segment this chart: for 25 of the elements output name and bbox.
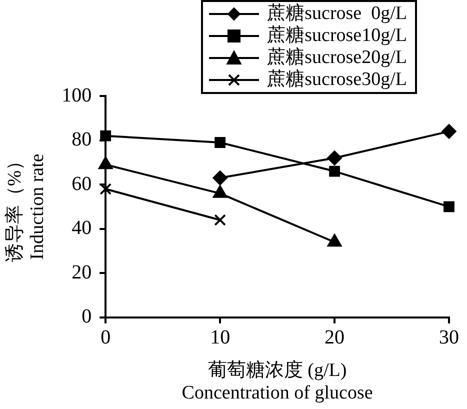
legend-label: 蔗糖sucrose10g/L: [266, 25, 407, 47]
y-tick-label: 100: [62, 84, 92, 106]
legend-label: 蔗糖sucrose30g/L: [266, 69, 407, 91]
legend-label: 蔗糖sucrose20g/L: [266, 47, 407, 69]
y-tick-label: 40: [72, 217, 92, 240]
point: [212, 170, 228, 186]
point: [444, 201, 454, 212]
x-tick-label: 20: [324, 326, 345, 349]
y-tick-label: 60: [72, 172, 92, 195]
y-tick-label: 20: [72, 261, 92, 284]
point: [100, 183, 112, 195]
point: [214, 137, 226, 148]
x-tick-label: 30: [439, 326, 459, 349]
point: [442, 124, 456, 139]
point: [327, 150, 342, 166]
y-tick-label: 80: [72, 128, 92, 151]
x-tick-label: 0: [100, 326, 111, 349]
point: [329, 166, 340, 177]
y-tick-label: 0: [82, 306, 92, 328]
legend-label: 蔗糖sucrose 0g/L: [266, 3, 407, 25]
y-axis-title: 诱导率（%） Induction rate: [3, 151, 48, 262]
point: [100, 130, 112, 142]
x-tick-label: 10: [210, 326, 230, 349]
x-axis-title: 葡萄糖浓度 (g/L) Concentration of glucose: [182, 358, 373, 404]
point: [214, 214, 226, 226]
